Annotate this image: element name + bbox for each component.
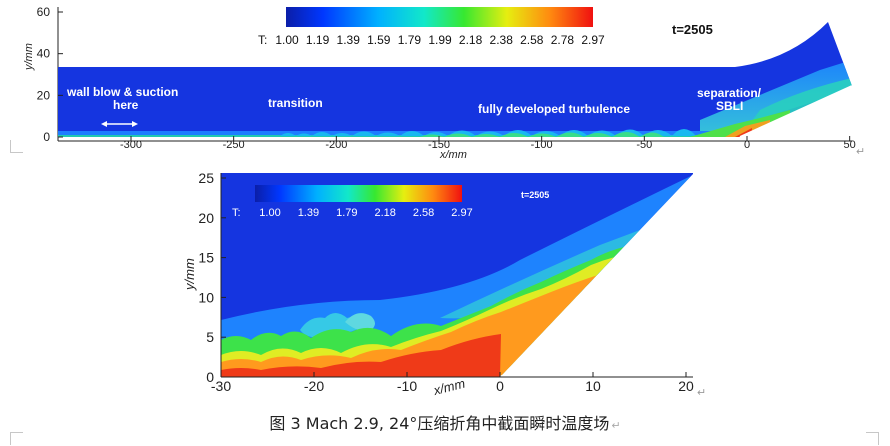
double-arrow-icon <box>101 121 138 127</box>
bottom-temperature-field <box>221 173 693 377</box>
top-colorbar-tick-label: 1.19 <box>306 33 330 47</box>
top-x-tick-label: 50 <box>844 139 856 151</box>
top-y-ticks: 0 20 40 60 <box>37 5 63 144</box>
bottom-x-tick-label: -20 <box>304 378 324 394</box>
bottom-y-tick-label: 15 <box>198 250 214 266</box>
bottom-x-ticks: -30 -20 -10 0 10 20 <box>211 372 694 394</box>
bottom-x-tick-label: -10 <box>397 378 417 394</box>
top-annotations: wall blow & suction here transition full… <box>66 85 762 116</box>
bottom-colorbar-tick-label: 1.39 <box>298 207 319 219</box>
page-corner-mark <box>866 432 879 445</box>
bottom-colorbar-tick-label: 2.18 <box>374 207 395 219</box>
top-x-ticks: -300 -250 -200 -150 -100 -50 0 50 <box>120 136 856 151</box>
top-x-tick-label: -100 <box>531 139 553 151</box>
annotation-transition: transition <box>268 96 323 110</box>
top-x-tick-label: -300 <box>120 139 142 151</box>
top-colorbar-tick-label: 1.00 <box>275 33 299 47</box>
top-colorbar-tick-label: 2.78 <box>551 33 575 47</box>
bottom-colorbar-prefix: T: <box>232 207 241 219</box>
bottom-colorbar-tick-label: 1.00 <box>259 207 280 219</box>
bottom-colorbar-tick-label: 2.58 <box>413 207 434 219</box>
top-x-tick-label: -150 <box>428 139 450 151</box>
bottom-colorbar-ticks: 1.00 1.39 1.79 2.18 2.58 2.97 <box>259 207 472 219</box>
caption-text: 图 3 Mach 2.9, 24°压缩折角中截面瞬时温度场 <box>269 414 610 433</box>
bottom-y-tick-label: 5 <box>206 329 214 345</box>
page-corner-mark <box>10 140 23 153</box>
edit-mark-bottom: ↵ <box>697 387 706 399</box>
top-y-tick-label: 20 <box>37 88 51 102</box>
bottom-x-tick-label: 20 <box>678 378 694 394</box>
bottom-y-tick-label: 0 <box>206 369 214 385</box>
top-y-tick-label: 60 <box>37 5 51 19</box>
top-colorbar-tick-label: 1.99 <box>428 33 452 47</box>
bottom-x-tick-label: -30 <box>211 378 231 394</box>
top-y-axis-label: y/mm <box>23 43 35 71</box>
top-x-tick-label: -250 <box>223 139 245 151</box>
top-colorbar-tick-label: 2.58 <box>520 33 544 47</box>
top-figure: T: 1.00 1.19 1.39 1.59 1.79 1.99 2.18 2.38 2.58 2… <box>23 5 856 161</box>
bottom-x-tick-label: 10 <box>585 378 601 394</box>
top-x-tick-label: 0 <box>744 139 750 151</box>
top-colorbar-tick-label: 2.38 <box>490 33 514 47</box>
bottom-y-tick-label: 20 <box>198 210 214 226</box>
top-x-tick-label: -200 <box>325 139 347 151</box>
bottom-y-ticks: 0 5 10 15 20 25 <box>198 170 226 385</box>
top-colorbar-prefix: T: <box>258 33 267 47</box>
top-colorbar-ticks: 1.00 1.19 1.39 1.59 1.79 1.99 2.18 2.38 2.58 2.78… <box>275 33 605 47</box>
top-colorbar <box>286 7 593 27</box>
top-colorbar-tick-label: 1.39 <box>337 33 361 47</box>
top-time-label: t=2505 <box>672 22 713 37</box>
top-temperature-field <box>58 22 852 137</box>
bottom-colorbar-tick-label: 2.97 <box>451 207 472 219</box>
top-x-tick-label: -50 <box>636 139 652 151</box>
annotation-wall: wall blow & suction <box>66 85 178 99</box>
figure-caption: 图 3 Mach 2.9, 24°压缩折角中截面瞬时温度场 ↵ <box>0 410 890 434</box>
bottom-x-tick-label: 0 <box>496 378 504 394</box>
annotation-separation: separation/ <box>697 86 762 100</box>
bottom-colorbar-tick-label: 1.79 <box>336 207 357 219</box>
top-colorbar-tick-label: 1.59 <box>367 33 391 47</box>
annotation-sbli: SBLI <box>716 99 743 113</box>
bottom-time-label: t=2505 <box>521 190 549 200</box>
top-colorbar-tick-label: 2.18 <box>459 33 483 47</box>
bottom-x-axis-label: x/mm <box>431 376 467 399</box>
annotation-turbulence: fully developed turbulence <box>478 102 630 116</box>
annotation-wall-here: here <box>113 98 139 112</box>
top-y-tick-label: 0 <box>43 130 50 144</box>
bottom-colorbar <box>255 185 462 202</box>
bottom-y-tick-label: 10 <box>198 289 214 305</box>
top-colorbar-tick-label: 1.79 <box>398 33 422 47</box>
edit-mark-top: ↵ <box>856 146 865 158</box>
bottom-y-tick-label: 25 <box>198 170 214 186</box>
page-corner-mark <box>10 432 23 445</box>
top-colorbar-tick-label: 2.97 <box>581 33 605 47</box>
bottom-y-axis-label: y/mm <box>182 258 197 291</box>
bottom-figure: T: 1.00 1.39 1.79 2.18 2.58 2.97 t=2505 0 5 10 1… <box>182 170 694 399</box>
caption-edit-mark: ↵ <box>611 419 621 432</box>
top-x-axis-label: x/mm <box>439 149 467 161</box>
top-y-tick-label: 40 <box>37 47 51 61</box>
